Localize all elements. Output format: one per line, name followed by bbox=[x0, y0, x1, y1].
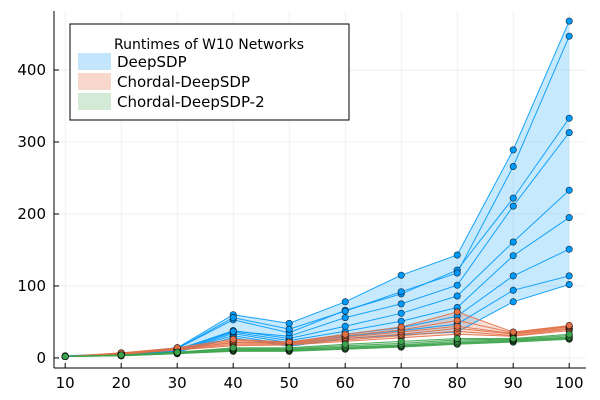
x-tick-label: 90 bbox=[504, 374, 523, 392]
legend-label: DeepSDP bbox=[117, 53, 187, 71]
data-point bbox=[397, 323, 405, 331]
data-point bbox=[565, 214, 573, 222]
data-point bbox=[453, 269, 461, 277]
data-point bbox=[509, 163, 517, 171]
data-point bbox=[565, 129, 573, 137]
x-tick-label: 70 bbox=[392, 374, 411, 392]
legend-swatch bbox=[78, 73, 111, 90]
data-point bbox=[61, 352, 69, 360]
x-tick-label: 100 bbox=[555, 374, 584, 392]
data-point bbox=[453, 292, 461, 300]
data-point bbox=[565, 272, 573, 280]
data-point bbox=[397, 271, 405, 279]
data-point bbox=[565, 280, 573, 288]
data-point bbox=[565, 114, 573, 122]
series-points bbox=[61, 17, 573, 360]
y-axis-ticks: 0 100 200 300 400 bbox=[17, 61, 59, 367]
data-point bbox=[509, 146, 517, 154]
x-tick-label: 20 bbox=[112, 374, 131, 392]
x-tick-label: 30 bbox=[168, 374, 187, 392]
series-line bbox=[65, 311, 570, 357]
data-point bbox=[509, 194, 517, 202]
data-point bbox=[229, 344, 237, 352]
data-point bbox=[341, 322, 349, 330]
data-point bbox=[397, 337, 405, 345]
x-tick-label: 10 bbox=[56, 374, 75, 392]
legend: Runtimes of W10 Networks DeepSDP Chordal-… bbox=[69, 23, 350, 121]
data-point bbox=[397, 300, 405, 308]
data-point bbox=[453, 334, 461, 342]
band-0 bbox=[65, 21, 570, 357]
band-2 bbox=[65, 334, 570, 357]
data-point bbox=[341, 340, 349, 348]
x-axis-ticks: 10 20 30 40 50 60 70 80 90 100 bbox=[56, 363, 584, 392]
data-point bbox=[397, 309, 405, 317]
data-point bbox=[565, 17, 573, 25]
series-line bbox=[65, 325, 570, 357]
data-point bbox=[565, 321, 573, 329]
legend-box bbox=[69, 23, 350, 121]
data-point bbox=[453, 281, 461, 289]
data-point bbox=[509, 286, 517, 294]
data-point bbox=[509, 252, 517, 260]
data-point bbox=[453, 251, 461, 259]
series-lines bbox=[65, 20, 570, 357]
legend-title: Runtimes of W10 Networks bbox=[114, 37, 304, 53]
data-point bbox=[229, 314, 237, 322]
data-point bbox=[341, 314, 349, 322]
data-point bbox=[173, 348, 181, 356]
y-tick-label: 100 bbox=[17, 277, 46, 295]
y-tick-label: 200 bbox=[17, 205, 46, 223]
data-point bbox=[509, 238, 517, 246]
data-point bbox=[229, 335, 237, 343]
x-tick-label: 80 bbox=[448, 374, 467, 392]
series-line bbox=[65, 333, 570, 357]
data-point bbox=[397, 317, 405, 325]
data-point bbox=[285, 344, 293, 352]
legend-entries: DeepSDP Chordal-DeepSDP Chordal-DeepSDP-2 bbox=[78, 53, 265, 111]
data-point bbox=[341, 307, 349, 315]
y-tick-label: 400 bbox=[17, 61, 46, 79]
legend-label: Chordal-DeepSDP bbox=[117, 73, 250, 91]
x-tick-label: 50 bbox=[280, 374, 299, 392]
y-tick-label: 300 bbox=[17, 133, 46, 151]
data-point bbox=[229, 327, 237, 335]
y-tick-label: 0 bbox=[36, 349, 46, 367]
data-point bbox=[285, 325, 293, 333]
data-point bbox=[509, 298, 517, 306]
data-point bbox=[565, 245, 573, 253]
legend-swatch bbox=[78, 93, 111, 110]
data-point bbox=[565, 32, 573, 40]
data-point bbox=[341, 298, 349, 306]
x-tick-label: 60 bbox=[336, 374, 355, 392]
x-tick-label: 40 bbox=[224, 374, 243, 392]
data-point bbox=[117, 351, 125, 359]
legend-label: Chordal-DeepSDP-2 bbox=[117, 93, 265, 111]
data-point bbox=[565, 186, 573, 194]
data-point bbox=[565, 330, 573, 338]
data-point bbox=[509, 328, 517, 336]
data-point bbox=[453, 308, 461, 316]
data-point bbox=[397, 288, 405, 296]
legend-swatch bbox=[78, 53, 111, 70]
data-point bbox=[509, 334, 517, 342]
data-point bbox=[509, 272, 517, 280]
data-point bbox=[453, 316, 461, 324]
data-point bbox=[453, 322, 461, 330]
data-point bbox=[509, 202, 517, 210]
data-point bbox=[341, 330, 349, 338]
